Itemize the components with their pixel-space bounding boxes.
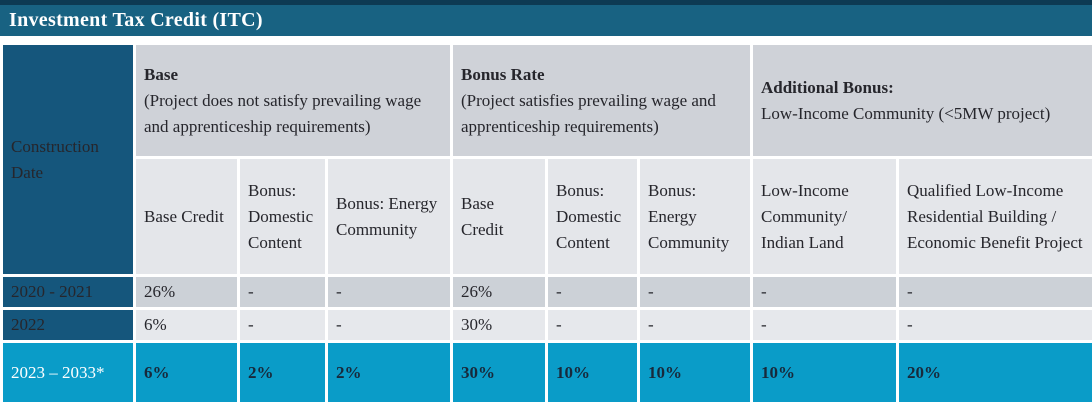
row-label: 2023 – 2033* <box>0 340 136 405</box>
value-cell: - <box>750 274 899 310</box>
value-cell: - <box>896 307 1092 343</box>
value-cell: - <box>325 307 453 343</box>
value-cell: - <box>237 307 328 343</box>
group-header-row: Construction Date Base (Project does not… <box>0 42 1092 277</box>
subheader-bonus-energy-community: Bonus: Energy Community <box>325 156 453 277</box>
group-title: Bonus Rate <box>461 64 545 84</box>
top-accent-strip <box>0 0 1092 5</box>
value-cell: - <box>545 274 640 310</box>
group-title: Additional Bonus: <box>761 77 894 97</box>
title-divider <box>0 36 1092 42</box>
group-subtitle: (Project does not satisfy prevailing wag… <box>144 90 422 136</box>
value-cell: 20% <box>896 340 1092 405</box>
subheader-base-credit-2: Base Credit <box>450 156 548 277</box>
subheader-base-credit: Base Credit <box>133 156 240 277</box>
table-row-2020-2021: 2020 - 2021 26% - - 26% - - - - <box>0 274 1092 310</box>
group-header-additional-bonus: Additional Bonus: Low-Income Community (… <box>750 42 1092 159</box>
value-cell: 30% <box>450 340 548 405</box>
value-cell: - <box>896 274 1092 310</box>
value-cell: 10% <box>637 340 753 405</box>
group-header-bonus-rate: Bonus Rate (Project satisfies prevailing… <box>450 42 753 159</box>
value-cell: 2% <box>237 340 328 405</box>
value-cell: 2% <box>325 340 453 405</box>
value-cell: - <box>545 307 640 343</box>
row-label: 2020 - 2021 <box>0 274 136 310</box>
subheader-bonus-energy-community-2: Bonus: Energy Community <box>637 156 753 277</box>
group-title: Base <box>144 64 178 84</box>
subheader-bonus-domestic-content: Bonus: Domestic Content <box>237 156 328 277</box>
value-cell: 26% <box>133 274 240 310</box>
group-subtitle: Low-Income Community (<5MW project) <box>761 103 1051 123</box>
value-cell: 6% <box>133 307 240 343</box>
itc-table: Construction Date Base (Project does not… <box>0 42 1092 405</box>
row-label: 2022 <box>0 307 136 343</box>
value-cell: 10% <box>545 340 640 405</box>
value-cell: - <box>637 274 753 310</box>
corner-header-construction-date: Construction Date <box>0 42 136 277</box>
value-cell: - <box>237 274 328 310</box>
value-cell: 6% <box>133 340 240 405</box>
value-cell: 26% <box>450 274 548 310</box>
subheader-bonus-domestic-content-2: Bonus: Domestic Content <box>545 156 640 277</box>
value-cell: 10% <box>750 340 899 405</box>
group-header-base: Base (Project does not satisfy prevailin… <box>133 42 453 159</box>
subheader-row: Base Credit Bonus: Domestic Content Bonu… <box>2 156 1092 277</box>
subheader-low-income-community-indian-land: Low-Income Community/ Indian Land <box>750 156 899 277</box>
value-cell: - <box>637 307 753 343</box>
table-row-2023-2033-highlighted: 2023 – 2033* 6% 2% 2% 30% 10% 10% 10% 20… <box>0 340 1092 405</box>
value-cell: 30% <box>450 307 548 343</box>
page-title: Investment Tax Credit (ITC) <box>0 5 1092 36</box>
value-cell: - <box>750 307 899 343</box>
value-cell: - <box>325 274 453 310</box>
subheader-qualified-low-income-residential: Qualified Low-Income Residential Buildin… <box>896 156 1092 277</box>
group-subtitle: (Project satisfies prevailing wage and a… <box>461 90 716 136</box>
table-row-2022: 2022 6% - - 30% - - - - <box>0 307 1092 343</box>
